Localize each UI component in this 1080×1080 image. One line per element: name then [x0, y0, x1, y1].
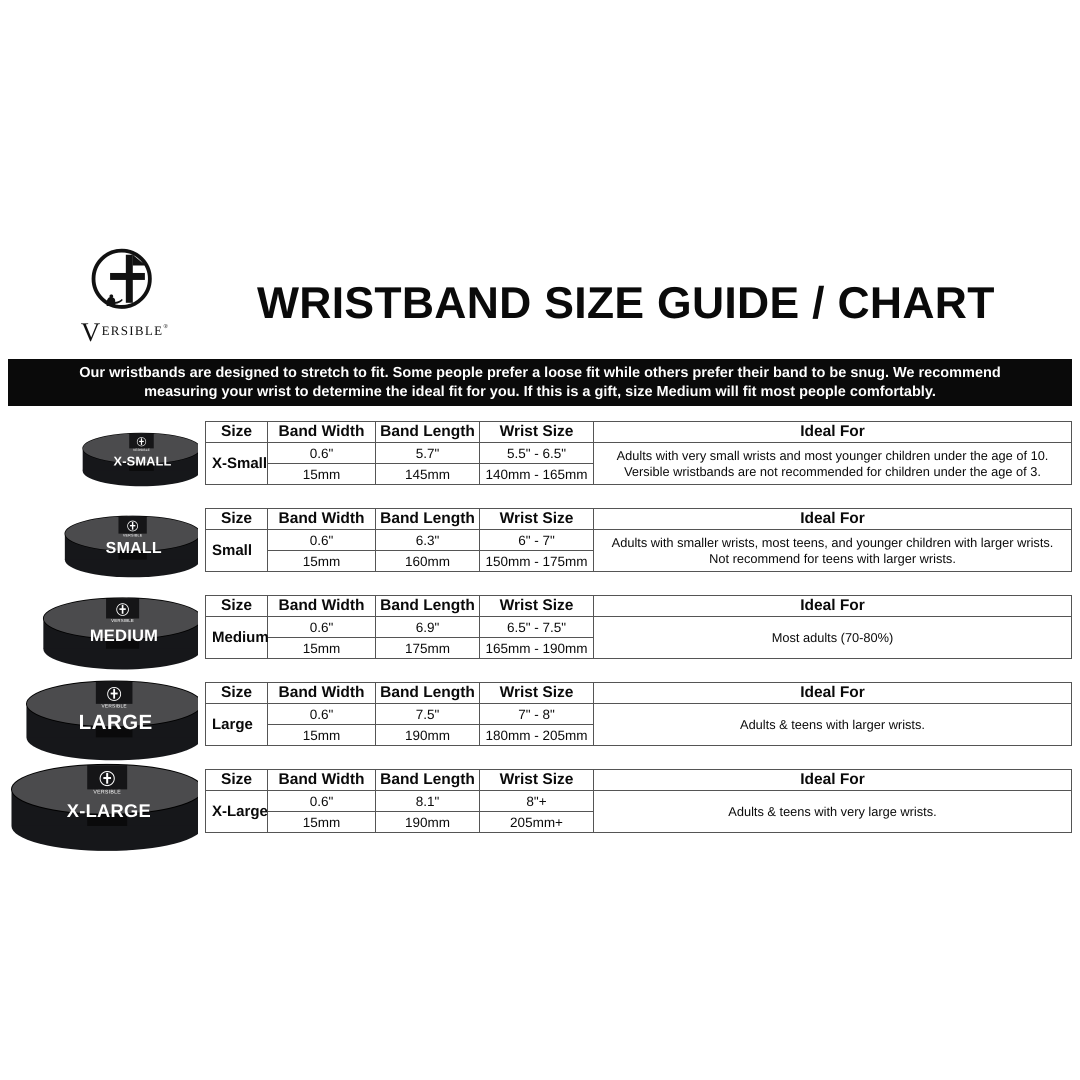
svg-text:VERSIBLE: VERSIBLE — [111, 618, 134, 623]
svg-text:LARGE: LARGE — [79, 711, 153, 734]
svg-text:VERSIBLE: VERSIBLE — [93, 789, 121, 795]
svg-text:VERSIBLE: VERSIBLE — [102, 704, 127, 709]
svg-text:X-SMALL: X-SMALL — [114, 454, 172, 468]
svg-text:MEDIUM: MEDIUM — [90, 627, 158, 646]
svg-text:VERSIBLE: VERSIBLE — [123, 534, 143, 538]
svg-text:VERSIBLE: VERSIBLE — [133, 448, 150, 452]
svg-text:X-LARGE: X-LARGE — [67, 800, 151, 821]
svg-text:SMALL: SMALL — [106, 539, 162, 557]
